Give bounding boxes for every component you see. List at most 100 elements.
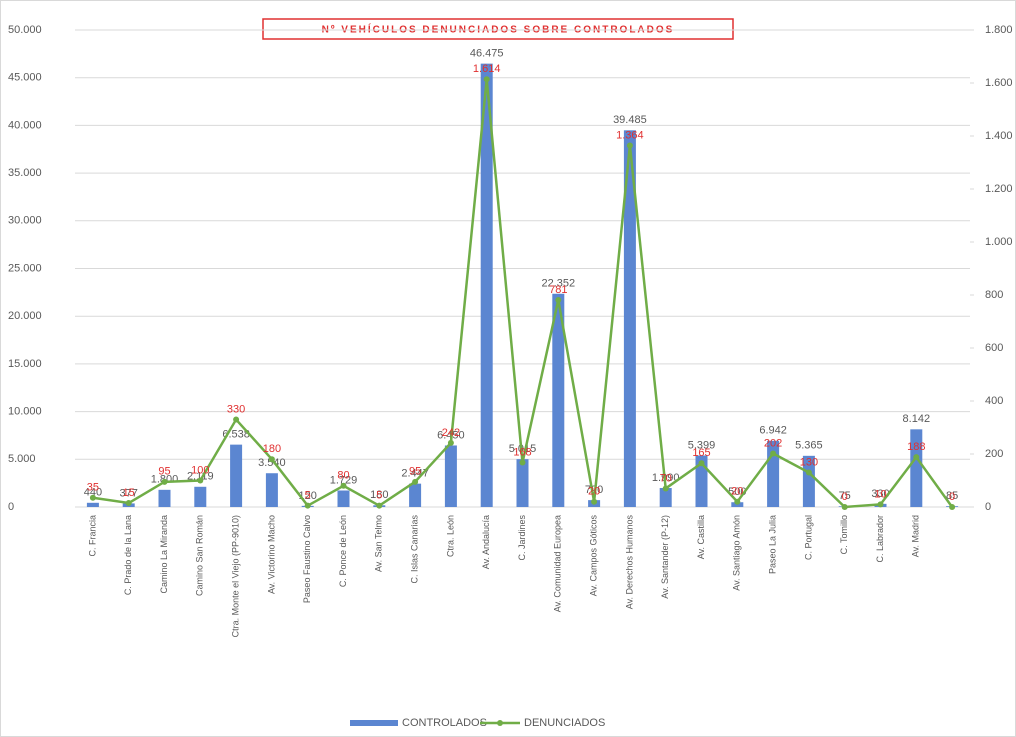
line-label: 80 <box>337 470 349 482</box>
x-tick-label: Paseo Faustino Calvo <box>302 515 312 603</box>
bar <box>230 444 243 507</box>
line-label: 95 <box>409 466 421 478</box>
x-tick-label: Av. Derechos Humanos <box>624 515 634 610</box>
bar <box>158 489 171 507</box>
legend-swatch <box>350 720 398 726</box>
y-tick-label: 25.000 <box>8 262 42 274</box>
chart-title: Nº VEHÍCULOS DENUNCIADOS SOBRE CONTROLAD… <box>322 23 675 36</box>
line-label: 242 <box>442 427 460 439</box>
x-tick-label: C. Prado de la Lana <box>123 515 133 595</box>
bar <box>480 63 493 507</box>
line-point <box>949 504 956 510</box>
y-tick-label: 35.000 <box>8 167 42 179</box>
y2-tick-label: 600 <box>985 342 1003 354</box>
x-tick-label: Av. Santander (P-12) <box>660 515 670 599</box>
line-point <box>519 459 526 466</box>
bar-label: 5.365 <box>795 440 823 452</box>
x-tick-label: Av. Campos Góticos <box>588 515 598 597</box>
y2-tick-label: 1.000 <box>985 236 1013 248</box>
y2-tick-label: 1.200 <box>985 183 1013 195</box>
bar-label: 1.729 <box>330 474 358 486</box>
legend-label: DENUNCIADOS <box>524 717 605 729</box>
line-point <box>89 494 96 501</box>
bar-label: 85 <box>946 490 958 502</box>
y2-tick-label: 1.400 <box>985 130 1013 142</box>
y-tick-label: 40.000 <box>8 119 42 131</box>
line-point <box>447 439 454 446</box>
bar <box>552 293 565 507</box>
line-point <box>483 76 490 83</box>
bar-label: 22.352 <box>541 278 575 290</box>
line-label: 202 <box>764 437 782 449</box>
bar <box>695 455 708 507</box>
line-point <box>412 478 419 485</box>
x-tick-label: Av. San Telmo <box>374 515 384 572</box>
line-label: 20 <box>731 486 743 498</box>
bar <box>337 490 350 507</box>
line-label: 1.364 <box>616 129 644 141</box>
line-label: 0 <box>949 491 955 503</box>
line-label: 5 <box>376 490 382 502</box>
line-label: 180 <box>263 443 281 455</box>
bar-label: 3.540 <box>258 457 286 469</box>
line-point <box>662 485 669 492</box>
x-tick-label: Av. Andalucía <box>481 515 491 569</box>
y2-tick-label: 1.600 <box>985 77 1013 89</box>
line-point <box>841 504 848 510</box>
bar <box>444 445 457 507</box>
line-point <box>268 456 275 463</box>
y2-tick-label: 800 <box>985 289 1003 301</box>
bar-label: 180 <box>370 489 388 501</box>
line-label: 15 <box>123 487 135 499</box>
y-tick-label: 30.000 <box>8 215 42 227</box>
line-label: 781 <box>549 284 567 296</box>
legend-swatch-point <box>497 720 503 726</box>
line-point <box>805 469 812 476</box>
bar <box>265 473 278 507</box>
line-label: 35 <box>87 482 99 494</box>
line-label: 70 <box>660 472 672 484</box>
title-box <box>262 18 734 40</box>
line-label: 168 <box>513 446 531 458</box>
bar <box>802 455 815 507</box>
bar <box>194 486 207 507</box>
x-tick-label: C. Portugal <box>803 515 813 560</box>
bar-label: 6.942 <box>759 425 787 437</box>
line-label: 188 <box>907 441 925 453</box>
y2-tick-label: 1.800 <box>985 24 1013 36</box>
bar <box>86 502 99 507</box>
bar-label: 39.485 <box>613 114 647 126</box>
y2-tick-label: 200 <box>985 448 1003 460</box>
line-label: 100 <box>191 464 209 476</box>
line-point <box>734 498 741 505</box>
x-tick-label: Camino La Miranda <box>159 515 169 594</box>
line-point <box>770 450 777 457</box>
x-tick-label: C. Islas Canarias <box>409 515 419 584</box>
line-point <box>913 454 920 461</box>
y2-tick-label: 0 <box>985 501 991 513</box>
line-label: 1.614 <box>473 63 501 75</box>
line-point <box>591 498 598 505</box>
line-point <box>161 478 168 485</box>
line-label: 0 <box>842 491 848 503</box>
bar <box>623 130 636 507</box>
y-tick-label: 15.000 <box>8 358 42 370</box>
line-label: 165 <box>692 447 710 459</box>
line-label: 130 <box>800 456 818 468</box>
x-tick-label: Av. Castilla <box>696 515 706 559</box>
bar <box>516 459 529 507</box>
bar <box>659 488 672 507</box>
line-point <box>376 502 383 509</box>
line-point <box>626 142 633 149</box>
y-tick-label: 45.000 <box>8 72 42 84</box>
x-tick-label: C. Tomillo <box>839 515 849 554</box>
x-tick-label: C. Labrador <box>875 515 885 563</box>
line-point <box>233 416 240 423</box>
bar-label: 440 <box>84 487 102 499</box>
y-tick-label: 0 <box>8 501 14 513</box>
y-tick-label: 50.000 <box>8 24 42 36</box>
x-tick-label: C. Francia <box>87 515 97 557</box>
bar-label: 5.399 <box>688 439 716 451</box>
